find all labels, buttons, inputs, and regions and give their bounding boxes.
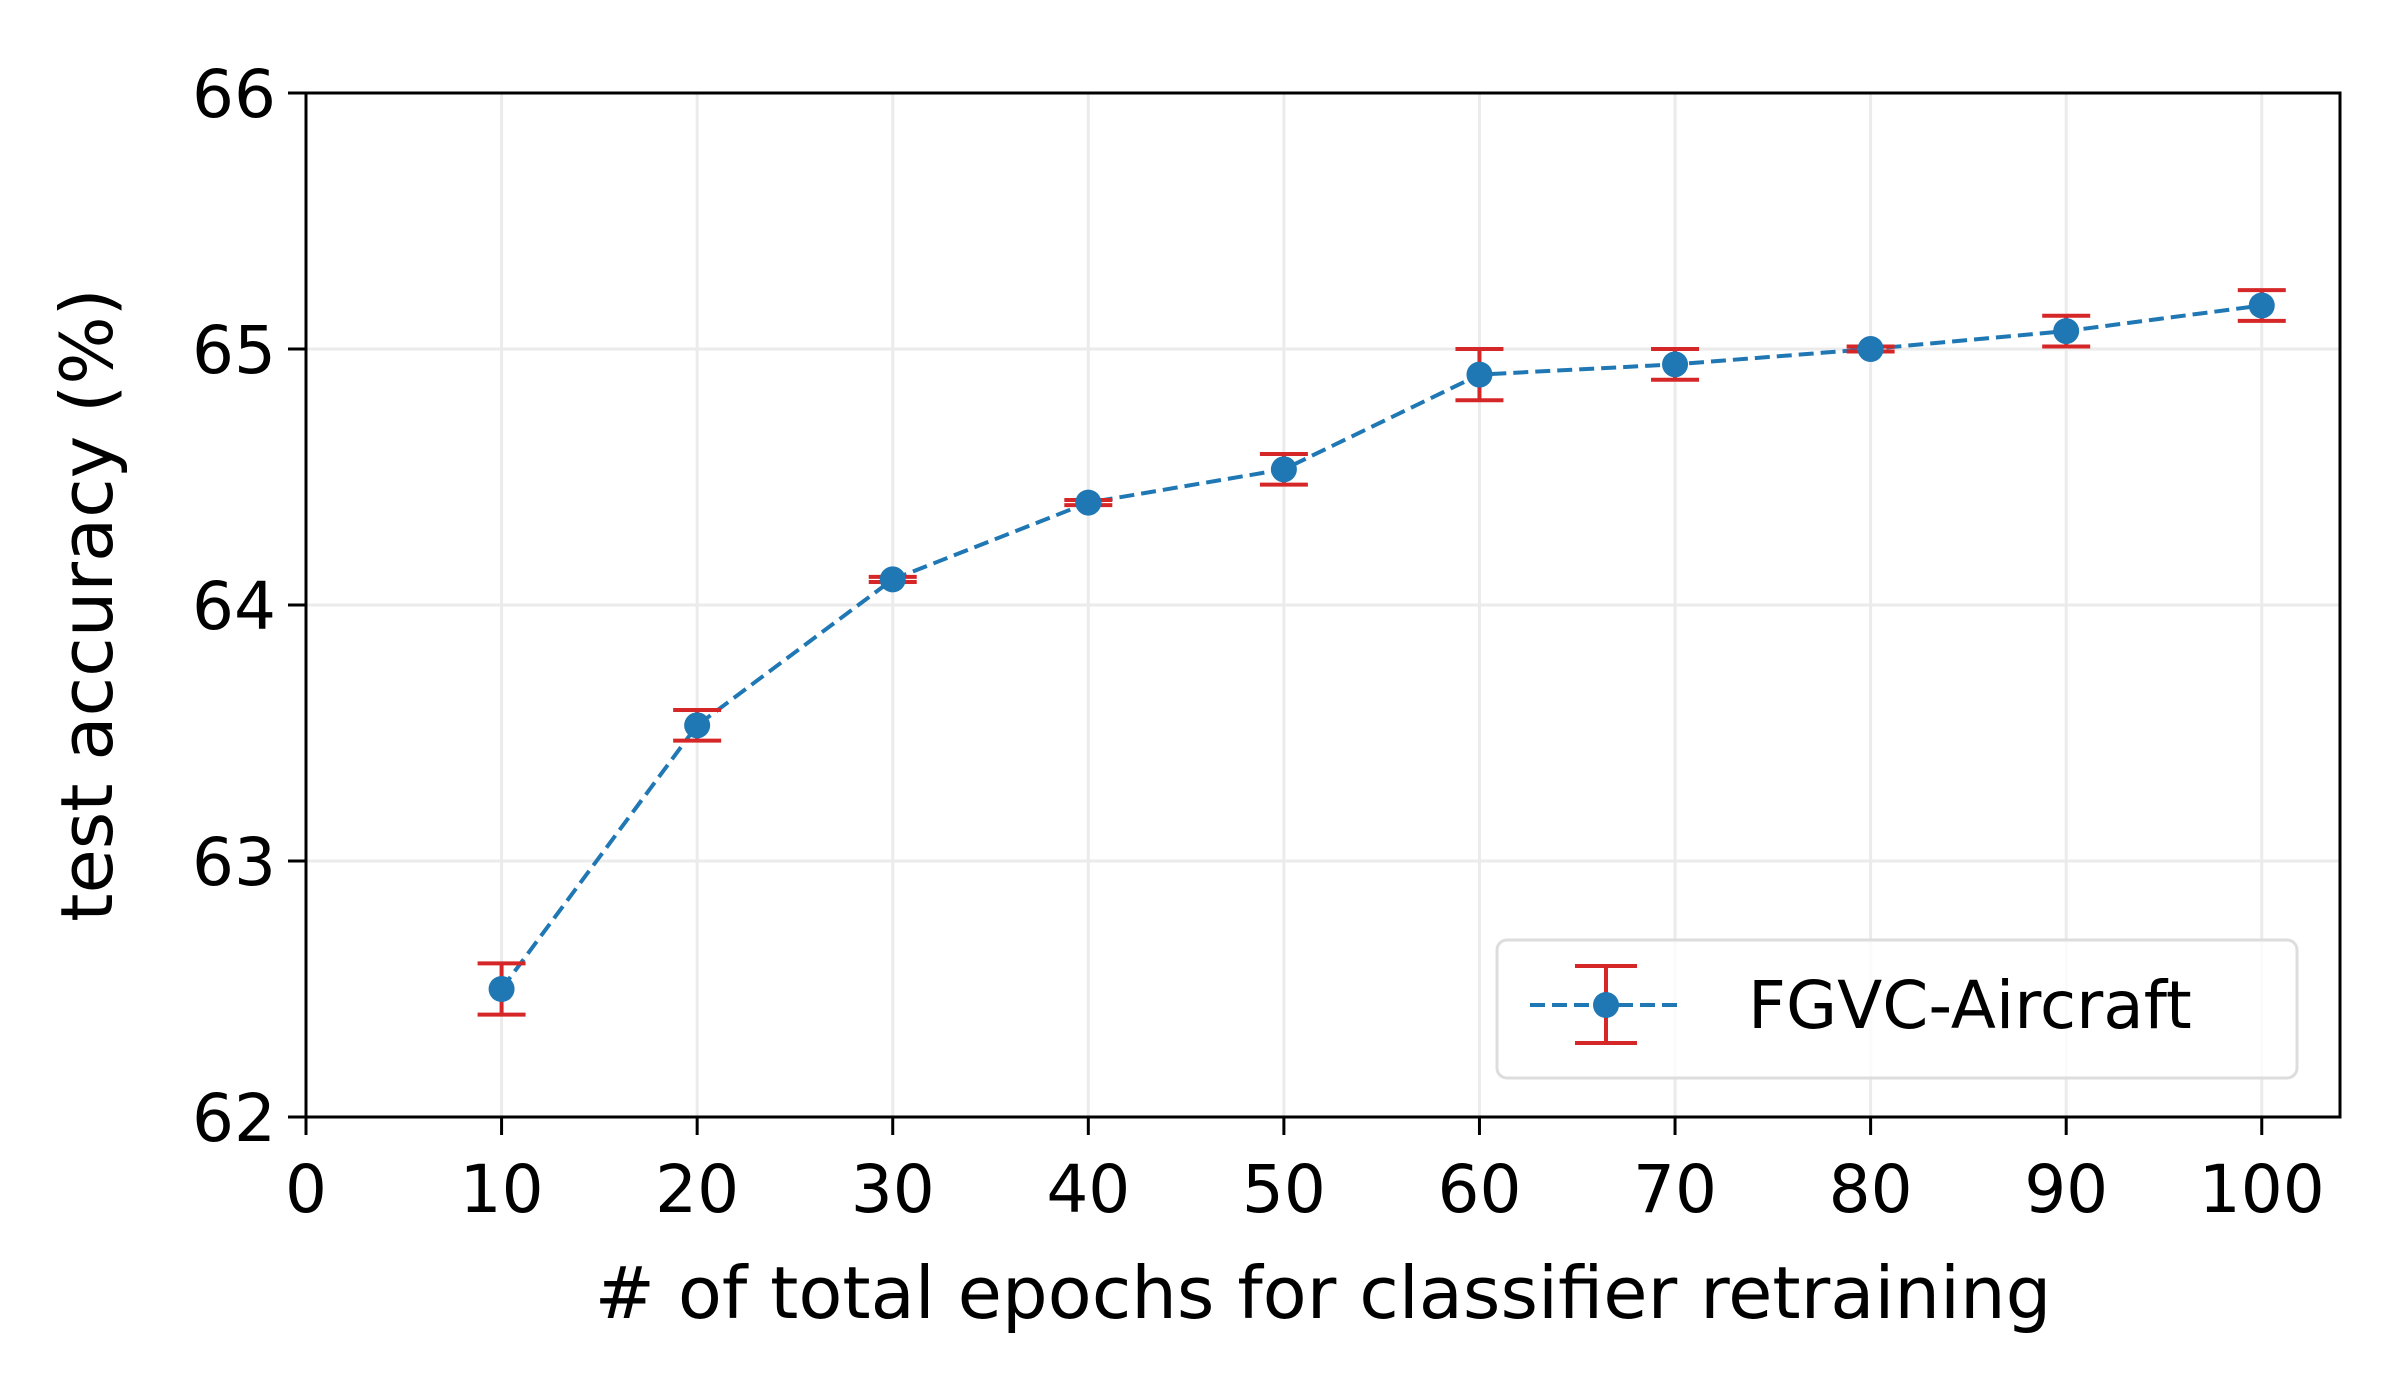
x-tick-label: 70: [1633, 1151, 1717, 1228]
legend-symbol-fgvc-aircraft: [1530, 964, 1684, 1045]
legend: FGVC-Aircraft: [1495, 938, 2299, 1080]
x-tick-label: 50: [1242, 1151, 1326, 1228]
y-tick-label: 64: [192, 568, 276, 645]
x-tick-label: 30: [851, 1151, 935, 1228]
legend-label-fgvc-aircraft: FGVC-Aircraft: [1748, 967, 2192, 1044]
x-axis-label: # of total epochs for classifier retrain…: [595, 1251, 2052, 1335]
x-tick-label: 100: [2199, 1151, 2325, 1228]
y-tick-label: 66: [192, 56, 276, 133]
series-line: [499, 303, 2263, 991]
data-point: [488, 976, 515, 1002]
x-tick-label: 80: [1829, 1151, 1913, 1228]
y-tick-label: 65: [192, 312, 276, 389]
data-point: [2053, 318, 2080, 345]
data-series: [477, 288, 2286, 1017]
data-point: [2248, 292, 2275, 319]
data-point: [1662, 351, 1689, 378]
data-point: [684, 712, 711, 739]
legend-marker: [1593, 992, 1619, 1018]
x-tick-label: 0: [285, 1151, 327, 1228]
y-axis-label: test accuracy (%): [45, 288, 129, 921]
x-tick-label: 40: [1046, 1151, 1130, 1228]
data-point: [879, 566, 906, 593]
x-tick-label: 60: [1437, 1151, 1521, 1228]
y-tick-label: 63: [192, 824, 276, 901]
data-point: [1270, 456, 1297, 483]
data-point: [1075, 489, 1102, 516]
legend-box: [1495, 938, 2299, 1080]
x-tick-label: 90: [2024, 1151, 2108, 1228]
axis-ticks: 0 10 20 30 40 50 60 70 80 90 100 62 63 64 65 66: [192, 56, 2325, 1228]
data-point: [1857, 336, 1884, 362]
y-tick-label: 62: [192, 1080, 276, 1157]
x-tick-label: 10: [460, 1151, 544, 1228]
data-point: [1466, 361, 1493, 388]
x-tick-label: 20: [655, 1151, 739, 1228]
